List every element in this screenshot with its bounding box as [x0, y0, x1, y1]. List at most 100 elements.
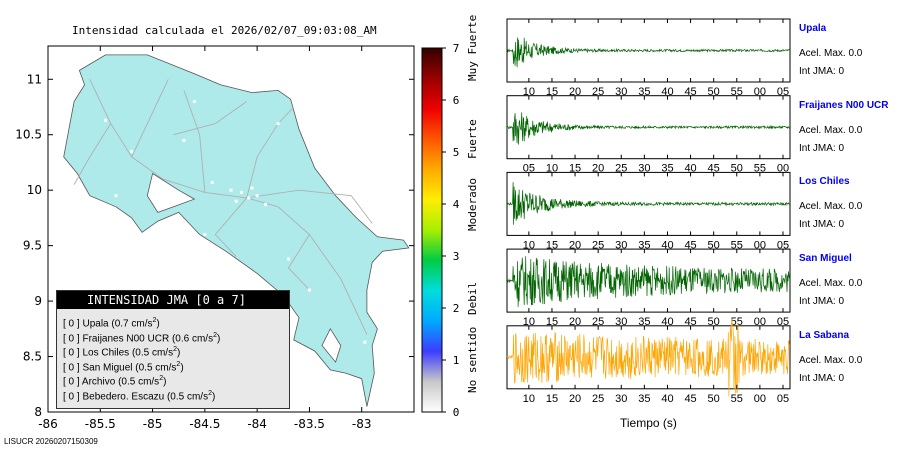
legend-item-name: Fraijanes N00 UCR [82, 332, 170, 344]
waveform-tick-label: 10 [546, 163, 558, 175]
colorbar-tick-label: 2 [453, 302, 460, 315]
town-marker [182, 138, 186, 142]
waveform-tick-label: 10 [523, 393, 535, 405]
colorbar-tick-label: 0 [453, 406, 460, 419]
legend-item-close: ) [212, 391, 216, 403]
waveform-tick-label: 35 [638, 239, 650, 251]
road [214, 197, 248, 258]
legend-item-exponent: 2 [208, 389, 212, 397]
road-network [73, 79, 373, 335]
waveform-tick-label: 30 [615, 393, 627, 405]
legend-list: [ 0 ] Upala (0.7 cm/s2)[ 0 ] Fraijanes N… [57, 309, 289, 402]
town-marker [229, 188, 233, 192]
waveform-tick-label: 10 [523, 86, 535, 98]
waveform-tick-label: 15 [546, 239, 558, 251]
waveform-tick-label: 20 [592, 163, 604, 175]
station-name: Upala [799, 23, 827, 34]
waveform-tick-label: 15 [546, 86, 558, 98]
road [287, 234, 310, 291]
map-x-tick-label: -83.5 [294, 417, 325, 431]
waveform-tick-label: 55 [731, 239, 743, 251]
waveform-tick-label: 05 [777, 86, 789, 98]
waveform-tick-label: 50 [708, 393, 720, 405]
waveform-tick-label: 00 [754, 393, 766, 405]
town-marker [234, 199, 238, 203]
legend-item-exponent: 2 [173, 346, 177, 354]
waveform-tick-label: 55 [731, 316, 743, 328]
town-markers [104, 99, 367, 344]
town-marker [276, 122, 280, 126]
map-y-tick-label: 10 [27, 183, 42, 197]
town-marker [255, 194, 259, 198]
legend-item: [ 0 ] Fraijanes N00 UCR (0.6 cm/s2) [63, 329, 289, 344]
waveform-tick-label: 40 [661, 316, 673, 328]
legend-item: [ 0 ] Los Chiles (0.5 cm/s2) [63, 343, 289, 358]
waveform-tick-label: 00 [754, 86, 766, 98]
town-marker [239, 190, 243, 194]
station-max-accel: Acel. Max. 0.0 [799, 278, 863, 290]
station-jma-intensity: Int JMA: 0 [799, 219, 845, 231]
waveform-tick-label: 00 [777, 163, 789, 175]
waveform-tick-label: 55 [731, 86, 743, 98]
town-marker [264, 203, 268, 207]
town-marker [363, 340, 367, 344]
colorbar-tick-label: 7 [453, 42, 460, 55]
waveform-tick-label: 50 [731, 163, 743, 175]
legend-item-value: (0.5 cm/s [166, 391, 209, 403]
town-marker [307, 288, 311, 292]
map-y-axis: 11 10.5 10 9.5 9 8.5 8 [15, 72, 414, 419]
station-jma-intensity: Int JMA: 0 [799, 296, 845, 308]
waveform-trace [506, 318, 790, 397]
legend-item-name: San Miguel [82, 362, 133, 374]
waveform-tick-label: 30 [615, 86, 627, 98]
map-x-tick-label: -84 [247, 417, 267, 431]
waveform-tick-label: 30 [615, 239, 627, 251]
map-y-tick-label: 9.5 [23, 239, 42, 253]
waveform-tick-label: 50 [708, 239, 720, 251]
legend-item: [ 0 ] San Miguel (0.5 cm/s2) [63, 358, 289, 373]
golfo-dulce [321, 327, 342, 363]
road [131, 79, 169, 158]
town-marker [130, 149, 134, 153]
map-title: Intensidad calculada el 2026/02/07_09:03… [72, 24, 377, 37]
map-x-tick-label: -84.5 [189, 417, 220, 431]
waveform-tick-label: 20 [569, 239, 581, 251]
map-y-tick-label: 10.5 [15, 128, 42, 142]
legend-item-close: ) [156, 318, 160, 330]
waveform-tick-label: 45 [684, 239, 696, 251]
road [173, 101, 247, 136]
town-marker [104, 118, 108, 122]
town-marker [114, 194, 118, 198]
map-y-tick-label: 9 [34, 294, 42, 308]
legend-item-jma: [ 0 ] [63, 347, 80, 359]
waveform-tick-label: 05 [523, 163, 535, 175]
map-x-axis: -86 -85.5 -85 -84.5 -84 -83.5 -83 [38, 46, 372, 431]
legend-item-exponent: 2 [213, 331, 217, 339]
station-name: Los Chiles [799, 176, 850, 188]
map-y-tick-label: 8 [34, 405, 42, 419]
town-marker [250, 186, 254, 190]
waveform-trace [506, 182, 790, 225]
town-marker [168, 192, 172, 196]
map-x-tick-label: -85 [143, 417, 163, 431]
waveform-tick-label: 25 [592, 86, 604, 98]
station-jma-intensity: Int JMA: 0 [799, 372, 845, 384]
legend-item-value: (0.6 cm/s [171, 332, 214, 344]
legend-item-value: (0.5 cm/s [131, 347, 174, 359]
waveform-tick-label: 25 [592, 239, 604, 251]
waveform-tick-label: 25 [615, 163, 627, 175]
station-max-accel: Acel. Max. 0.0 [799, 201, 863, 213]
station-max-accel: Acel. Max. 0.0 [799, 48, 863, 59]
waveform-tick-label: 20 [569, 316, 581, 328]
footer-id: LISUCR 20260207150309 [4, 437, 98, 446]
legend-item-exponent: 2 [176, 360, 181, 368]
waveform-tick-label: 05 [777, 316, 789, 328]
waveform-tick-label: 30 [615, 316, 627, 328]
waveform-tick-label: 15 [546, 316, 558, 328]
map-x-tick-label: -85.5 [85, 417, 116, 431]
waveform-tick-label: 55 [754, 163, 766, 175]
station-name: San Miguel [799, 253, 852, 265]
waveform-panel: 10 15 20 25 30 35 40 45 50 55 00 05 [506, 248, 791, 328]
road [246, 189, 373, 224]
